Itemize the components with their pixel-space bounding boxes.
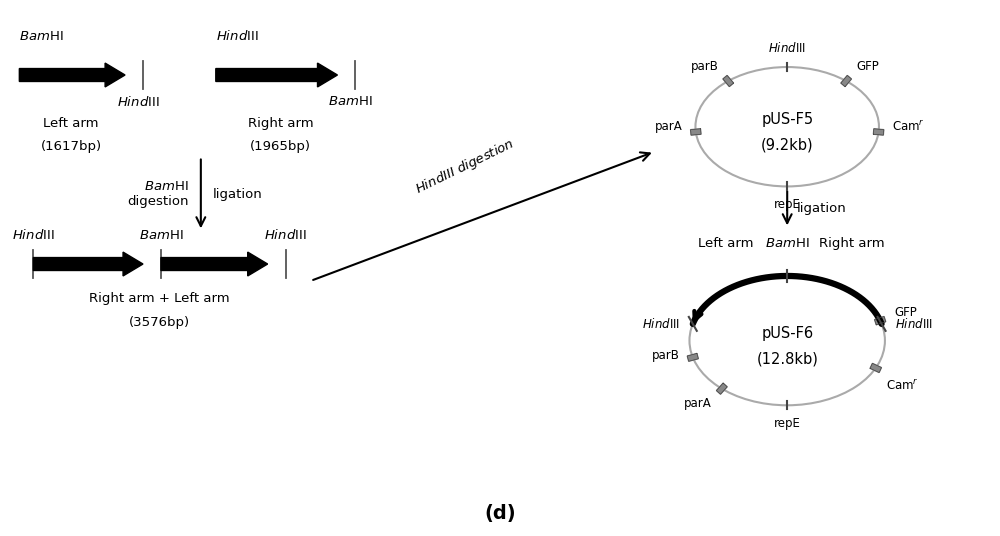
FancyArrow shape <box>19 63 125 87</box>
Text: $\it{Bam}$HI: $\it{Bam}$HI <box>765 237 809 250</box>
Polygon shape <box>875 316 886 325</box>
Polygon shape <box>841 76 851 87</box>
Text: Right arm: Right arm <box>819 237 885 250</box>
Text: Right arm + Left arm: Right arm + Left arm <box>89 292 230 305</box>
Text: $\it{Hind}$III: $\it{Hind}$III <box>642 317 680 331</box>
Text: ligation: ligation <box>797 202 847 215</box>
Polygon shape <box>873 129 884 135</box>
Text: $\it{Hind}$III digestion: $\it{Hind}$III digestion <box>413 136 518 198</box>
Text: parB: parB <box>690 60 718 73</box>
Text: Right arm: Right arm <box>248 117 313 130</box>
Text: pUS-F6: pUS-F6 <box>761 326 813 341</box>
Text: $\it{Hind}$III: $\it{Hind}$III <box>768 41 806 55</box>
Text: $\it{Bam}$HI: $\it{Bam}$HI <box>139 229 183 242</box>
Text: (12.8kb): (12.8kb) <box>756 351 818 366</box>
Text: parA: parA <box>655 120 682 133</box>
Text: (d): (d) <box>484 504 516 523</box>
Polygon shape <box>687 353 698 361</box>
Text: (1617bp): (1617bp) <box>41 140 102 153</box>
Text: (3576bp): (3576bp) <box>129 316 190 329</box>
FancyArrow shape <box>216 63 337 87</box>
Polygon shape <box>870 363 881 373</box>
Text: $\it{Bam}$HI: $\it{Bam}$HI <box>19 30 64 43</box>
Polygon shape <box>723 76 734 87</box>
Text: repE: repE <box>774 417 801 430</box>
Text: $\it{Bam}$HI: $\it{Bam}$HI <box>328 95 373 108</box>
Text: repE: repE <box>774 198 801 211</box>
Text: Left arm: Left arm <box>698 237 753 250</box>
Text: $\it{Hind}$III: $\it{Hind}$III <box>117 95 159 109</box>
Text: parA: parA <box>684 397 712 410</box>
FancyArrow shape <box>161 252 268 276</box>
Text: Cam$^r$: Cam$^r$ <box>886 379 919 393</box>
Text: Cam$^r$: Cam$^r$ <box>892 120 925 134</box>
FancyArrow shape <box>33 252 143 276</box>
Text: $\it{Hind}$III: $\it{Hind}$III <box>216 29 259 43</box>
Polygon shape <box>716 383 727 394</box>
Text: $\it{Hind}$III: $\it{Hind}$III <box>264 228 307 242</box>
Text: Left arm: Left arm <box>43 117 99 130</box>
Text: (1965bp): (1965bp) <box>250 140 311 153</box>
Text: $\it{Bam}$HI
digestion: $\it{Bam}$HI digestion <box>127 181 189 209</box>
Text: ligation: ligation <box>213 188 263 201</box>
Text: (9.2kb): (9.2kb) <box>761 137 814 152</box>
Text: parB: parB <box>652 349 680 362</box>
Text: $\it{Hind}$III: $\it{Hind}$III <box>895 317 933 331</box>
Text: pUS-F5: pUS-F5 <box>761 112 813 127</box>
Text: GFP: GFP <box>895 306 917 319</box>
Polygon shape <box>691 129 701 135</box>
Text: $\it{Hind}$III: $\it{Hind}$III <box>12 228 55 242</box>
Text: GFP: GFP <box>856 60 879 73</box>
